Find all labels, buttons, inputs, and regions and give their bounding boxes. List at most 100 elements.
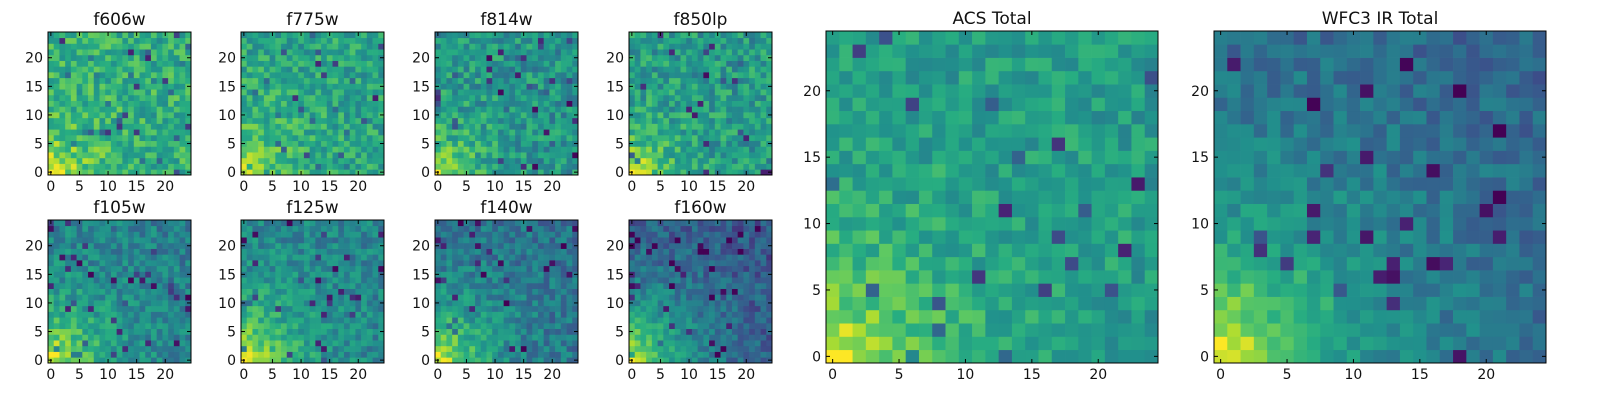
heatmap-cell [252,242,259,249]
heatmap-cell [549,134,556,142]
heatmap-cell [749,89,756,96]
y-tick-label: 0 [34,165,43,181]
heatmap-cell [526,277,533,284]
heatmap-cell [338,357,345,364]
heatmap-cell [720,334,727,341]
y-tick-label: 10 [218,296,236,312]
heatmap-cell [651,140,658,147]
heatmap-cell [88,134,95,142]
heatmap-cell [520,282,527,289]
heatmap-cell [82,328,89,335]
heatmap-cell [82,163,89,170]
heatmap-cell [651,37,658,44]
heatmap-cell [343,123,351,130]
heatmap-cell [657,129,664,136]
heatmap-cell [88,271,95,278]
heatmap-cell [343,242,351,249]
heatmap-cell [680,77,687,84]
heatmap-cell [509,89,516,96]
heatmap-cell [440,277,447,284]
heatmap-cell [680,117,687,124]
heatmap-cell [372,305,379,312]
heatmap-cell [492,163,499,170]
heatmap-cell [674,282,681,289]
heatmap-cell [714,66,721,73]
heatmap-cell [691,311,698,318]
heatmap-cell [543,32,550,39]
heatmap-cell [82,123,89,130]
heatmap-cell [258,106,265,113]
heatmap-cell [110,54,117,61]
heatmap-cell [173,49,180,56]
heatmap-cell [269,129,276,136]
heatmap-cell [503,106,510,113]
heatmap-cell [281,334,288,341]
heatmap-cell [303,322,310,330]
heatmap-cell [549,300,556,307]
heatmap-cell [286,277,293,284]
heatmap-cell [76,340,83,347]
heatmap-cell [150,72,158,79]
heatmap-cell [53,322,60,330]
heatmap-cell [634,32,641,39]
heatmap-cell [355,60,362,67]
heatmap-cell [82,345,89,352]
heatmap-cell [669,152,676,159]
heatmap-cell [150,322,158,330]
heatmap-cell [116,163,123,170]
heatmap-cell [709,112,716,119]
heatmap-cell [326,345,333,352]
heatmap-cell [292,277,299,284]
heatmap-cell [651,311,658,318]
heatmap-cell [555,77,562,84]
heatmap-cell [241,152,248,159]
heatmap-cell [537,265,545,272]
heatmap-cell [714,134,721,142]
heatmap-cell [65,66,72,73]
heatmap-cell [275,311,282,318]
heatmap-cell [366,100,373,107]
heatmap-cell [298,49,305,56]
heatmap-cell [309,340,316,347]
heatmap-cell [566,340,573,347]
heatmap-cell [366,60,373,67]
heatmap-cell [503,265,510,272]
heatmap-cell [669,345,676,352]
heatmap-cell [252,237,259,244]
heatmap-cell [469,72,476,79]
heatmap-cell [281,294,288,301]
heatmap-cell [82,37,89,44]
heatmap-cell [452,220,459,227]
heatmap-cell [686,94,693,101]
heatmap-cell [133,152,140,159]
heatmap-cell [59,231,66,238]
heatmap-cell [361,271,368,278]
heatmap-cell [760,305,767,312]
heatmap-cell [366,32,373,39]
heatmap-cell [520,89,527,96]
heatmap-cell [263,157,270,164]
heatmap-cell [122,311,129,318]
heatmap-cell [110,112,117,119]
heatmap-cell [150,89,158,96]
heatmap-cell [343,37,351,44]
heatmap-cell [99,254,106,261]
heatmap-cell [475,231,482,238]
heatmap-cell [646,328,653,335]
heatmap-cell [309,32,316,39]
heatmap-cell [252,322,259,330]
heatmap-cell [480,60,487,67]
heatmap-cell [93,106,100,113]
heatmap-cell [446,163,453,170]
heatmap-cell [59,351,66,358]
heatmap-cell [59,43,66,50]
heatmap-cell [116,231,123,238]
heatmap-cell [145,271,152,278]
heatmap-cell [634,328,641,335]
heatmap-cell [76,328,83,335]
heatmap-cell [99,100,106,107]
heatmap-cell [680,112,687,119]
heatmap-cell [532,83,539,90]
heatmap-cell [737,163,744,170]
